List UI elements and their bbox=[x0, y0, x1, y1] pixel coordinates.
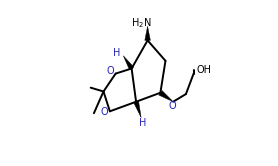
Text: H: H bbox=[140, 118, 147, 128]
Text: H: H bbox=[113, 47, 120, 57]
Polygon shape bbox=[145, 26, 150, 40]
Text: OH: OH bbox=[196, 65, 211, 75]
Polygon shape bbox=[123, 56, 134, 70]
Text: H$_2$N: H$_2$N bbox=[131, 16, 152, 30]
Polygon shape bbox=[134, 101, 141, 118]
Text: O: O bbox=[101, 107, 109, 117]
Polygon shape bbox=[159, 90, 173, 102]
Text: O: O bbox=[169, 101, 176, 111]
Text: O: O bbox=[106, 66, 114, 76]
